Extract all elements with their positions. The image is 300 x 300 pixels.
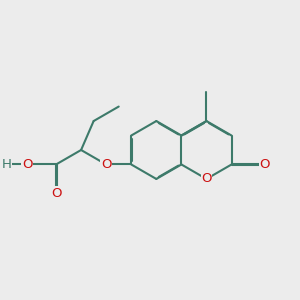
Text: O: O xyxy=(260,158,270,171)
Text: O: O xyxy=(101,158,111,171)
Text: O: O xyxy=(201,172,212,185)
Text: O: O xyxy=(51,187,61,200)
Text: H: H xyxy=(2,158,12,171)
Text: O: O xyxy=(22,158,32,171)
